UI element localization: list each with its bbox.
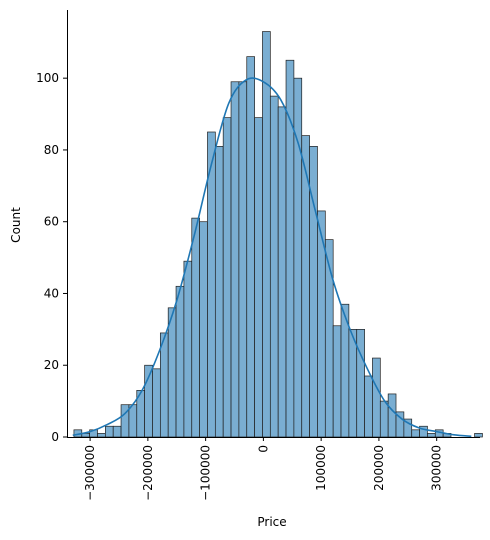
histogram-bar	[348, 329, 358, 438]
y-axis-ticks: 0 20 40 60 80 100	[36, 71, 67, 444]
histogram-bar	[277, 106, 287, 438]
histogram-bar	[175, 285, 185, 438]
histogram-bar	[183, 260, 193, 438]
x-tick-label: −200000	[141, 445, 155, 501]
histogram-bar	[387, 393, 397, 438]
y-axis-title: Count	[9, 207, 23, 243]
x-tick-label: −100000	[199, 445, 213, 501]
x-axis-ticks: −300000 −200000 −100000 0 100000 200000 300000	[83, 437, 444, 501]
histogram-bar	[230, 81, 240, 438]
histogram-bar	[379, 400, 389, 438]
y-tick-label: 100	[36, 71, 59, 85]
histogram-bar	[364, 375, 373, 438]
histogram-bar	[356, 329, 365, 438]
y-tick-label: 60	[44, 215, 59, 229]
histogram-bars	[73, 31, 483, 438]
histogram-bar	[128, 404, 138, 438]
histogram-bar	[262, 31, 271, 438]
histogram-bar	[332, 325, 342, 438]
histogram-bar	[97, 433, 106, 438]
histogram-bar	[191, 217, 200, 438]
histogram-bar	[112, 425, 122, 438]
histogram-bar	[246, 56, 255, 438]
x-tick-label: −300000	[83, 445, 97, 501]
histogram-bar	[285, 59, 295, 438]
y-tick-label: 80	[44, 143, 59, 157]
x-tick-label: 0	[256, 445, 270, 453]
histogram-bar	[411, 429, 420, 438]
histogram-bar	[427, 433, 436, 438]
histogram-bar	[222, 117, 232, 438]
y-tick-label: 40	[44, 286, 59, 300]
x-axis-title: Price	[257, 515, 286, 529]
histogram-bar	[152, 368, 161, 438]
histogram-bar	[238, 81, 248, 438]
histogram-bar	[167, 307, 177, 438]
histogram-bar	[474, 433, 483, 438]
x-tick-label: 300000	[430, 445, 444, 491]
x-tick-label: 100000	[314, 445, 328, 491]
histogram-bar	[159, 332, 169, 438]
histogram-bar	[105, 425, 114, 438]
histogram-bar	[199, 221, 208, 438]
histogram-bar	[269, 95, 279, 438]
y-tick-label: 0	[51, 430, 59, 444]
histogram-bar	[372, 357, 381, 438]
histogram-bar	[214, 146, 224, 438]
y-tick-label: 20	[44, 358, 59, 372]
histogram-bar	[254, 117, 263, 438]
kde-curve	[72, 77, 472, 438]
x-tick-label: 200000	[372, 445, 386, 491]
